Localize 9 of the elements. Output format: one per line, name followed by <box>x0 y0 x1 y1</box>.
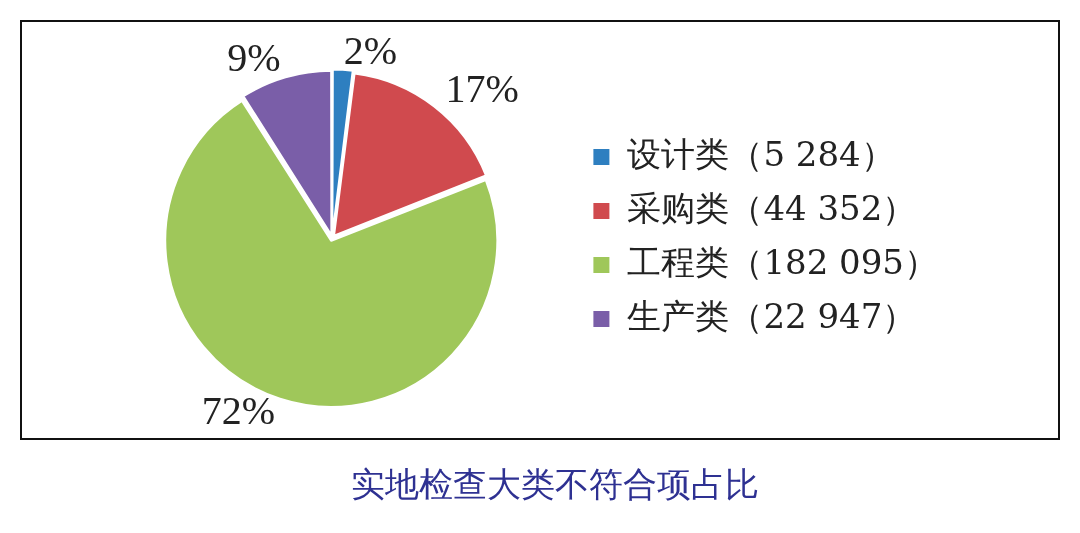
data-label: 72% <box>201 388 276 434</box>
data-label: 17% <box>445 66 519 112</box>
legend-label: 设计类（5 284） <box>627 133 895 174</box>
legend-label: 工程类（182 095） <box>627 241 939 282</box>
text: 实地检查大类不符合项占比 <box>350 463 760 506</box>
data-label: 2% <box>343 27 398 73</box>
legend-label: 生产类（22 947） <box>627 295 917 336</box>
legend-label: 采购类（44 352） <box>627 187 917 228</box>
data-label: 9% <box>227 34 281 80</box>
